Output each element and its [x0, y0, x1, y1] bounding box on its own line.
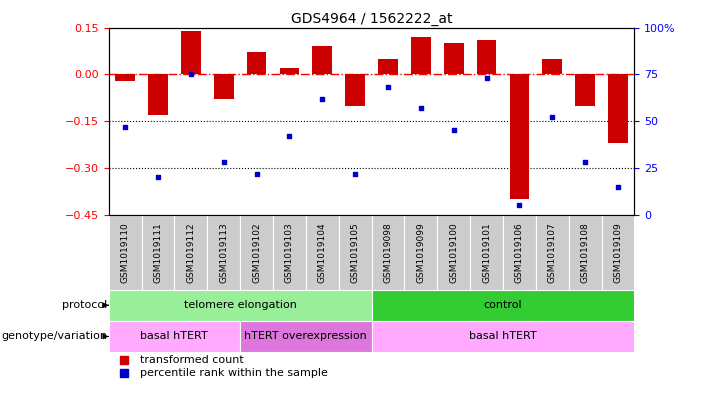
Text: percentile rank within the sample: percentile rank within the sample: [140, 368, 328, 378]
Point: [547, 114, 558, 121]
Bar: [306, 215, 339, 290]
Bar: [503, 215, 536, 290]
Text: GSM1019100: GSM1019100: [449, 222, 458, 283]
Bar: [372, 215, 404, 290]
Bar: [109, 215, 142, 290]
Text: GSM1019098: GSM1019098: [383, 222, 393, 283]
Text: GSM1019113: GSM1019113: [219, 222, 228, 283]
Text: GSM1019103: GSM1019103: [285, 222, 294, 283]
Bar: [346, 74, 365, 106]
Bar: [142, 215, 175, 290]
Text: GSM1019101: GSM1019101: [482, 222, 491, 283]
Text: hTERT overexpression: hTERT overexpression: [245, 331, 367, 342]
Bar: [569, 215, 601, 290]
Point: [580, 159, 591, 165]
Bar: [175, 215, 207, 290]
Point: [119, 124, 130, 130]
Text: GSM1019109: GSM1019109: [613, 222, 622, 283]
Bar: [601, 215, 634, 290]
Bar: [444, 43, 463, 74]
Point: [317, 95, 328, 102]
Text: telomere elongation: telomere elongation: [184, 300, 297, 310]
Text: GSM1019106: GSM1019106: [515, 222, 524, 283]
Point: [613, 184, 624, 190]
Text: GSM1019105: GSM1019105: [350, 222, 360, 283]
Bar: [543, 59, 562, 74]
Bar: [148, 74, 168, 115]
Point: [185, 71, 196, 77]
Bar: [313, 46, 332, 74]
Bar: [378, 59, 398, 74]
Point: [251, 171, 262, 177]
Text: control: control: [484, 300, 522, 310]
Bar: [339, 215, 372, 290]
Bar: [109, 290, 372, 321]
Bar: [109, 321, 240, 352]
Bar: [273, 215, 306, 290]
Point: [218, 159, 229, 165]
Bar: [411, 37, 430, 74]
Point: [514, 202, 525, 209]
Bar: [510, 74, 529, 199]
Text: GSM1019111: GSM1019111: [154, 222, 163, 283]
Title: GDS4964 / 1562222_at: GDS4964 / 1562222_at: [291, 13, 452, 26]
Text: GSM1019112: GSM1019112: [186, 222, 196, 283]
Text: genotype/variation: genotype/variation: [1, 331, 107, 342]
Text: protocol: protocol: [62, 300, 107, 310]
Bar: [536, 215, 569, 290]
Text: basal hTERT: basal hTERT: [469, 331, 537, 342]
Text: transformed count: transformed count: [140, 355, 244, 365]
Bar: [576, 74, 595, 106]
Point: [152, 174, 163, 180]
Text: GSM1019107: GSM1019107: [547, 222, 557, 283]
Bar: [470, 215, 503, 290]
Bar: [280, 68, 299, 74]
Point: [448, 127, 459, 134]
Bar: [477, 40, 496, 74]
Text: GSM1019110: GSM1019110: [121, 222, 130, 283]
Bar: [181, 31, 200, 74]
Point: [481, 75, 492, 81]
Point: [382, 84, 393, 90]
Text: GSM1019108: GSM1019108: [580, 222, 590, 283]
Bar: [115, 74, 135, 81]
Text: GSM1019102: GSM1019102: [252, 222, 261, 283]
Bar: [372, 290, 634, 321]
Bar: [207, 215, 240, 290]
Bar: [247, 53, 266, 74]
Bar: [372, 321, 634, 352]
Text: GSM1019099: GSM1019099: [416, 222, 426, 283]
Bar: [608, 74, 628, 143]
Point: [350, 171, 361, 177]
Text: basal hTERT: basal hTERT: [140, 331, 208, 342]
Bar: [437, 215, 470, 290]
Bar: [240, 321, 372, 352]
Point: [284, 133, 295, 139]
Point: [415, 105, 426, 111]
Bar: [214, 74, 233, 99]
Text: GSM1019104: GSM1019104: [318, 222, 327, 283]
Bar: [404, 215, 437, 290]
Bar: [240, 215, 273, 290]
